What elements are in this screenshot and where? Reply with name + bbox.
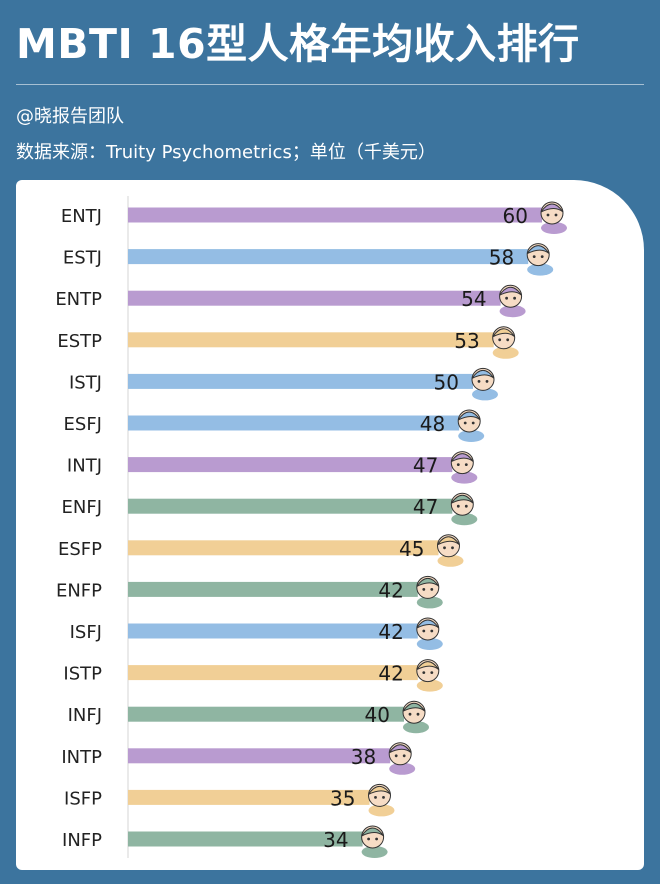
value-label: 42 bbox=[378, 662, 403, 686]
persona-avatar-icon bbox=[450, 492, 478, 526]
persona-avatar-icon bbox=[416, 617, 443, 650]
bar-estj bbox=[128, 249, 529, 265]
category-label: ENFP bbox=[56, 580, 102, 601]
bar-istp bbox=[128, 665, 418, 681]
value-label: 53 bbox=[454, 329, 479, 353]
value-label: 45 bbox=[399, 537, 424, 561]
category-label: ISFP bbox=[64, 788, 102, 809]
persona-avatar-icon bbox=[540, 201, 567, 234]
category-label: ENTJ bbox=[61, 206, 102, 227]
bar-estp bbox=[128, 332, 494, 348]
value-label: 54 bbox=[461, 287, 486, 311]
persona-avatar-icon bbox=[388, 742, 416, 775]
bar-enfp bbox=[128, 581, 418, 597]
category-label: ENTP bbox=[55, 289, 102, 310]
persona-avatar-icon bbox=[499, 284, 526, 318]
value-label: 34 bbox=[323, 828, 348, 852]
value-label: 38 bbox=[351, 745, 376, 769]
persona-avatar-icon bbox=[368, 783, 395, 817]
value-label: 42 bbox=[378, 578, 403, 602]
persona-avatar-icon bbox=[471, 367, 498, 401]
category-label: INFP bbox=[62, 830, 102, 851]
category-label: INTJ bbox=[67, 456, 102, 477]
bar-entj bbox=[128, 207, 542, 223]
category-label: ESTP bbox=[57, 331, 102, 352]
persona-avatar-icon bbox=[402, 700, 429, 734]
persona-avatar-icon bbox=[437, 534, 464, 567]
bar-intp bbox=[128, 748, 391, 764]
category-label: ESTJ bbox=[63, 248, 102, 269]
category-label: INFJ bbox=[68, 705, 102, 726]
bar-infp bbox=[128, 831, 363, 847]
data-source-note: 数据来源：Truity Psychometrics；单位（千美元） bbox=[16, 142, 436, 163]
category-label: ISTP bbox=[63, 664, 102, 685]
value-label: 47 bbox=[413, 495, 438, 519]
category-label: ISFJ bbox=[70, 622, 102, 643]
bar-enfj bbox=[128, 498, 453, 514]
value-label: 58 bbox=[489, 246, 514, 270]
page-title: MBTI 16型人格年均收入排行 bbox=[16, 20, 580, 68]
bar-intj bbox=[128, 457, 453, 473]
category-label: ESFJ bbox=[64, 414, 102, 435]
value-label: 40 bbox=[365, 703, 390, 727]
value-label: 35 bbox=[330, 786, 355, 810]
value-label: 50 bbox=[434, 370, 459, 394]
persona-avatar-icon bbox=[416, 659, 443, 692]
bar-isfp bbox=[128, 789, 370, 805]
author-credit: @晓报告团队 bbox=[16, 106, 124, 127]
persona-avatar-icon bbox=[457, 409, 485, 442]
persona-avatar-icon bbox=[526, 243, 554, 276]
title-divider bbox=[16, 84, 644, 85]
value-label: 60 bbox=[503, 204, 528, 228]
value-label: 48 bbox=[420, 412, 445, 436]
category-label: ISTJ bbox=[69, 372, 102, 393]
value-label: 42 bbox=[378, 620, 403, 644]
bar-istj bbox=[128, 373, 473, 389]
category-label: ESFP bbox=[58, 539, 102, 560]
category-label: INTP bbox=[61, 747, 102, 768]
persona-avatar-icon bbox=[416, 575, 443, 609]
bar-infj bbox=[128, 706, 404, 722]
persona-avatar-icon bbox=[492, 326, 519, 359]
bar-esfp bbox=[128, 540, 439, 556]
bar-esfj bbox=[128, 415, 460, 431]
persona-avatar-icon bbox=[450, 451, 478, 484]
bar-entp bbox=[128, 290, 501, 306]
bar-isfj bbox=[128, 623, 418, 639]
value-label: 47 bbox=[413, 454, 438, 478]
persona-avatar-icon bbox=[361, 825, 388, 858]
category-label: ENFJ bbox=[62, 497, 103, 518]
